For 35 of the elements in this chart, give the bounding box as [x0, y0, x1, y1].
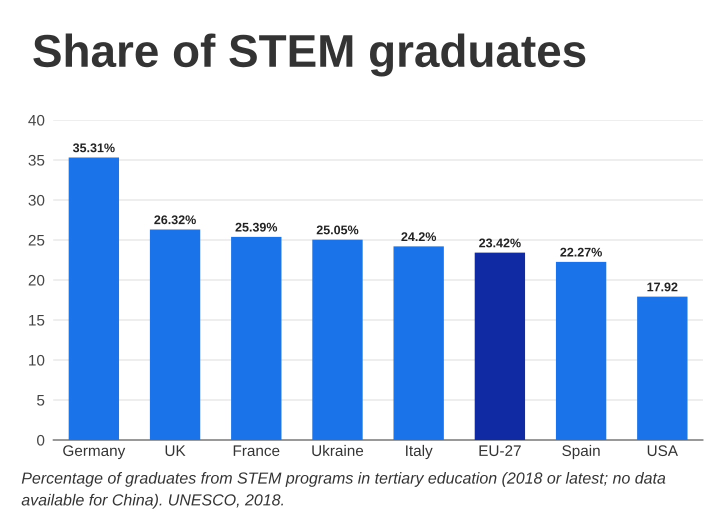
chart-title: Share of STEM graduates [33, 34, 586, 76]
y-tick-label: 40 [28, 114, 44, 126]
x-tick-label: EU-27 [479, 445, 521, 456]
y-tick-label: 25 [28, 234, 44, 246]
x-tick-label: Ukraine [312, 444, 364, 456]
data-label: 25.05% [316, 226, 358, 234]
y-tick-label: 0 [37, 434, 44, 446]
x-tick-label: UK [166, 445, 186, 456]
y-tick-label: 10 [29, 354, 44, 366]
text: Percentage of graduates from STEM programs in tertiary education (2018 or latest; no data available for China). UNESCO, 2018. [22, 472, 666, 509]
bar [556, 262, 606, 440]
x-tick-label: Germany [63, 445, 126, 460]
data-label: 23.42% [479, 238, 521, 248]
y-tick-label: 35 [28, 154, 44, 166]
bar [474, 252, 526, 440]
bar [68, 158, 120, 440]
data-label: 25.39% [236, 222, 278, 232]
bar [150, 229, 200, 440]
x-tick-label: Spain [562, 444, 600, 460]
data-label: 35.31% [72, 143, 115, 152]
data-label: 17.92 [647, 282, 678, 292]
y-tick-label: 15 [29, 315, 44, 326]
y-tick-label: 5 [37, 395, 44, 406]
bar [637, 296, 688, 440]
data-label: 26.32% [154, 215, 196, 224]
bar [231, 236, 282, 440]
y-tick-label: 20 [28, 274, 44, 286]
bar [394, 246, 444, 440]
data-label: 24.2% [401, 232, 436, 242]
x-tick-label: France [234, 445, 280, 456]
bar [312, 240, 363, 440]
x-tick-label: Italy [406, 444, 433, 460]
y-tick-label: 30 [28, 194, 44, 206]
x-tick-label: USA [648, 445, 678, 456]
data-label: 22.27% [560, 248, 602, 257]
